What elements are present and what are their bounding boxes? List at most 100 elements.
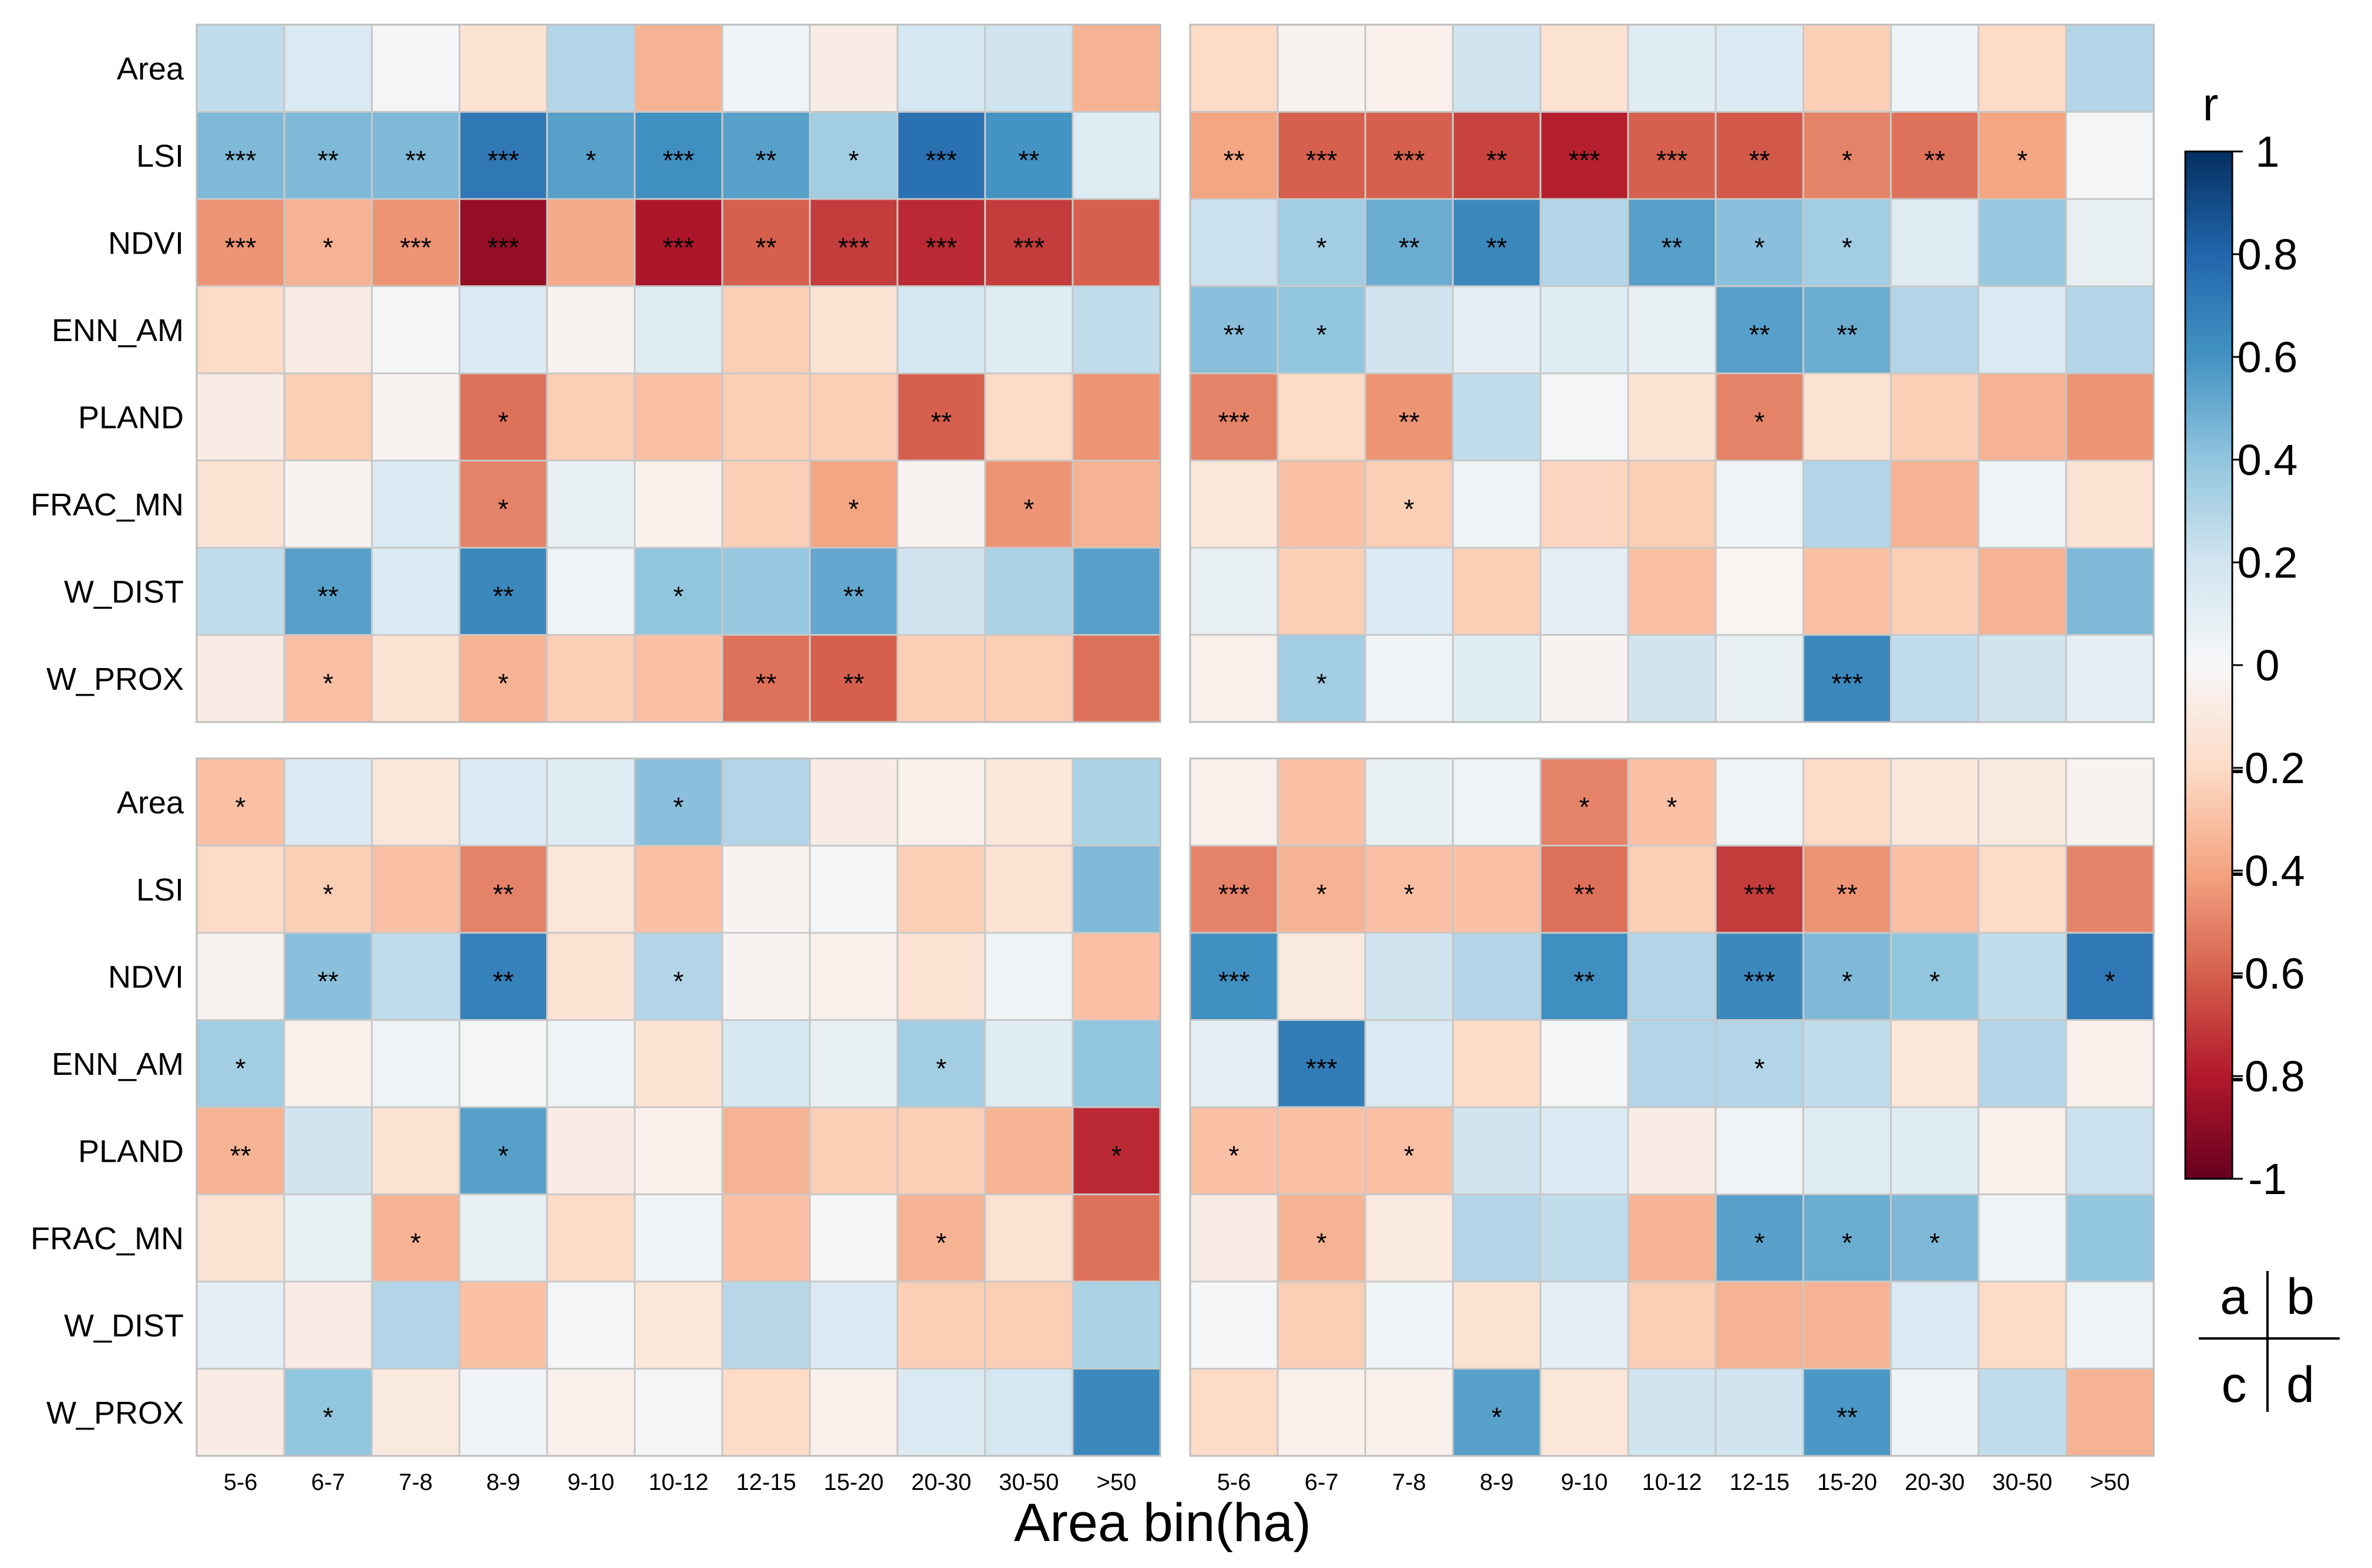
- significance-mark: *: [498, 494, 508, 524]
- heatmap-cell: [1539, 23, 1629, 113]
- heatmap-cell: [283, 634, 373, 723]
- heatmap-cell: [1452, 372, 1542, 461]
- heatmap-cell: [196, 285, 285, 375]
- heatmap-cell: [1452, 23, 1542, 113]
- significance-mark: *: [323, 1402, 333, 1432]
- panel-d: * **** * * ** *** ***** ** *** * * **** ** ** * * ** **: [1189, 757, 2155, 1457]
- significance-mark: *: [1404, 879, 1414, 909]
- heatmap-cell: [984, 634, 1074, 723]
- heatmap-cell: [370, 1019, 461, 1108]
- heatmap-cell: [984, 845, 1074, 934]
- panel-a: *** ** ** *** * *** ** * *** ***** * *** *** *** ** ***…: [196, 23, 1161, 723]
- heatmap-cell: [1627, 460, 1717, 549]
- significance-mark: ***: [1744, 966, 1775, 996]
- heatmap-cell: [1276, 757, 1366, 847]
- heatmap-cell: [2065, 1106, 2155, 1195]
- heatmap-cell: [196, 372, 285, 461]
- significance-mark: *: [323, 232, 333, 262]
- x-tick-label: >50: [1097, 1469, 1137, 1495]
- heatmap-cell: [897, 1019, 986, 1108]
- heatmap-cell: [1627, 1193, 1717, 1283]
- heatmap-cell: [984, 932, 1074, 1021]
- heatmap-cell: [459, 285, 548, 375]
- heatmap-cell: [1072, 23, 1161, 113]
- heatmap-cell: [1977, 634, 2067, 723]
- significance-mark: **: [1399, 232, 1420, 262]
- heatmap-cell: [634, 1368, 723, 1457]
- significance-mark: ***: [1306, 145, 1337, 176]
- heatmap-cell: [1072, 372, 1161, 461]
- heatmap-cell: [1276, 1368, 1366, 1457]
- row-label-ndvi: NDVI: [108, 959, 184, 994]
- heatmap-cell: [1714, 1280, 1804, 1370]
- heatmap-cell: [634, 111, 723, 200]
- heatmap-cell: [1364, 1280, 1454, 1370]
- significance-mark: **: [1837, 1402, 1858, 1432]
- heatmap-cell: [283, 23, 373, 113]
- significance-mark: ***: [225, 145, 257, 176]
- row-label-enn-am: ENN_AM: [52, 313, 184, 348]
- x-tick-label: 6-7: [1305, 1469, 1339, 1495]
- significance-mark: *: [498, 406, 508, 437]
- heatmap-cell: [1189, 460, 1279, 549]
- heatmap-cell: [1364, 23, 1454, 113]
- heatmap-cell: [370, 285, 461, 375]
- heatmap-cell: [1802, 1280, 1892, 1370]
- heatmap-cell: [546, 460, 636, 549]
- heatmap-cell: [1072, 1019, 1161, 1108]
- significance-mark: **: [1662, 232, 1683, 262]
- heatmap-cell: [546, 372, 636, 461]
- heatmap-cell: [897, 1280, 986, 1370]
- heatmap-panels: *** ** ** *** * *** ** * *** ***** * *** *** *** ** ***…: [196, 23, 2155, 1457]
- heatmap-cell: [546, 198, 636, 287]
- colorbar: r 1 0.8 0.6 0.4 0.2 0 -0.2 -0.4 -0.6 -0.8 -1: [2184, 78, 2305, 1203]
- row-label-lsi: LSI: [136, 139, 184, 174]
- heatmap-cell: [808, 845, 899, 934]
- significance-mark: **: [756, 145, 777, 176]
- heatmap-cell: [1276, 23, 1366, 113]
- heatmap-cell: [634, 460, 723, 549]
- heatmap-cell: [1890, 1193, 1980, 1283]
- heatmap-cell: [634, 634, 723, 723]
- heatmap-cell: [897, 460, 986, 549]
- significance-mark: ***: [925, 145, 957, 176]
- significance-mark: *: [1842, 966, 1852, 996]
- panel-border: [196, 757, 1161, 1457]
- significance-mark: **: [405, 145, 426, 176]
- heatmap-cell: [2065, 285, 2155, 375]
- heatmap-cell: [2065, 111, 2155, 200]
- heatmap-cell: [1714, 460, 1804, 549]
- significance-mark: ***: [1218, 966, 1250, 996]
- heatmap-cell: [721, 547, 811, 636]
- heatmap-cell: [1276, 932, 1366, 1021]
- heatmap-cell: [370, 547, 461, 636]
- heatmap-cell: [721, 932, 811, 1021]
- significance-mark: **: [493, 966, 514, 996]
- heatmap-cell: [370, 111, 461, 200]
- heatmap-cell: [1539, 932, 1629, 1021]
- row-label-pland: PLAND: [78, 400, 184, 435]
- heatmap-cell: [283, 845, 373, 934]
- heatmap-cell: [897, 198, 986, 287]
- panel-key-b: b: [2286, 1269, 2314, 1325]
- heatmap-cell: [1452, 1106, 1542, 1195]
- heatmap-cell: [1364, 634, 1454, 723]
- heatmap-cell: [1802, 372, 1892, 461]
- heatmap-cell: [1072, 845, 1161, 934]
- row-label-w-dist: W_DIST: [64, 1308, 184, 1343]
- heatmap-cell: [2065, 1368, 2155, 1457]
- panel-c: * ** **** ** ** *** * ** **: [196, 757, 1161, 1457]
- heatmap-cell: [1802, 1368, 1892, 1457]
- heatmap-cell: [1539, 285, 1629, 375]
- heatmap-cell: [196, 1193, 285, 1283]
- heatmap-cell: [1714, 372, 1804, 461]
- heatmap-cell: [1890, 1280, 1980, 1370]
- heatmap-cell: [1714, 1368, 1804, 1457]
- heatmap-cell: [634, 1280, 723, 1370]
- heatmap-cell: [283, 1193, 373, 1283]
- heatmap-cell: [2065, 23, 2155, 113]
- heatmap-cell: [897, 1368, 986, 1457]
- heatmap-cell: [1364, 1193, 1454, 1283]
- heatmap-cell: [1714, 1193, 1804, 1283]
- significance-mark: ***: [225, 232, 257, 262]
